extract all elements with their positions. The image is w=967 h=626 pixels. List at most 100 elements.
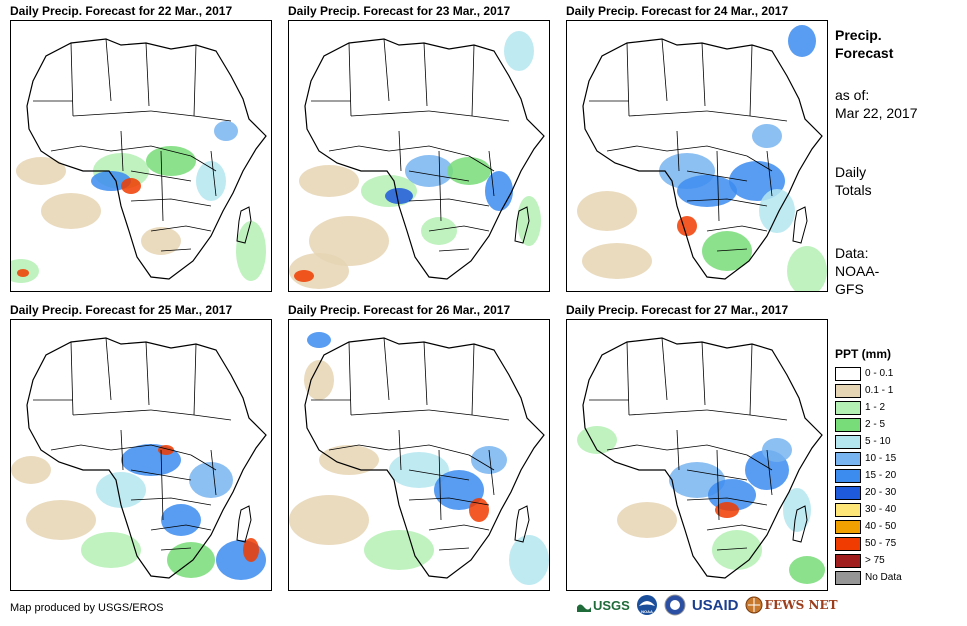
precip-area xyxy=(617,502,677,538)
legend-swatch xyxy=(835,451,861,466)
country-border xyxy=(408,170,470,182)
country-border xyxy=(428,524,490,531)
country-border xyxy=(716,547,748,551)
country-border xyxy=(388,145,470,157)
country-border xyxy=(190,454,217,471)
legend-item: 0 - 0.1 xyxy=(835,365,902,382)
legend-label: 0.1 - 1 xyxy=(865,385,894,396)
legend-item: 10 - 15 xyxy=(835,450,902,467)
country-border xyxy=(130,198,212,207)
country-border xyxy=(408,469,470,481)
precip-area xyxy=(677,216,697,236)
country-border xyxy=(145,42,150,107)
map-credit: Map produced by USGS/EROS xyxy=(10,602,164,614)
panel-title: Daily Precip. Forecast for 27 Mar., 2017 xyxy=(566,303,789,317)
precip-area xyxy=(577,426,617,454)
totals-line: Daily xyxy=(835,164,867,180)
legend-label: 30 - 40 xyxy=(865,504,897,515)
precip-area xyxy=(236,221,266,281)
legend-label: 1 - 2 xyxy=(865,402,886,413)
legend-title: PPT (mm) xyxy=(835,347,892,361)
precip-area xyxy=(389,452,449,488)
country-border xyxy=(210,449,217,496)
precip-map xyxy=(10,20,272,292)
precip-area xyxy=(385,188,413,204)
sidebar-title: Precip. Forecast xyxy=(835,26,955,62)
country-border xyxy=(676,429,680,471)
madagascar-outline xyxy=(514,505,530,543)
country-border xyxy=(72,409,152,416)
legend-label: No Data xyxy=(865,572,902,583)
precip-legend: PPT (mm) 0 - 0.1 0.1 - 1 1 - 2 2 - 5 5 - 10 1… xyxy=(835,347,902,586)
country-border xyxy=(70,42,74,117)
country-border xyxy=(193,115,232,122)
forecast-panel-6: Daily Precip. Forecast for 27 Mar., 2017 xyxy=(566,303,828,591)
precip-area xyxy=(788,25,816,57)
country-border xyxy=(423,341,428,406)
panel-title: Daily Precip. Forecast for 22 Mar., 2017 xyxy=(10,4,233,18)
country-border xyxy=(746,454,773,471)
country-border xyxy=(383,38,390,102)
country-border xyxy=(350,110,430,117)
country-border xyxy=(105,38,112,102)
country-border xyxy=(686,170,748,182)
as-of-date: Mar 22, 2017 xyxy=(835,105,918,121)
noaa-logo: NOAA xyxy=(636,594,658,616)
precip-area xyxy=(364,530,434,570)
country-border xyxy=(666,145,748,157)
usgs-logo: USGS xyxy=(577,598,630,613)
country-border xyxy=(438,150,442,222)
dhs-seal xyxy=(664,594,686,616)
precip-area xyxy=(789,556,825,584)
as-of-block: as of: Mar 22, 2017 xyxy=(835,86,955,122)
precip-map xyxy=(566,319,828,591)
country-border xyxy=(468,454,495,471)
precip-area xyxy=(121,178,141,194)
legend-label: 0 - 0.1 xyxy=(865,368,894,379)
legend-item: > 75 xyxy=(835,552,902,569)
legend-swatch xyxy=(835,434,861,449)
legend-label: 50 - 75 xyxy=(865,538,897,549)
country-border xyxy=(428,110,473,117)
legend-item: No Data xyxy=(835,569,902,586)
country-border xyxy=(160,547,192,551)
legend-swatch xyxy=(835,485,861,500)
svg-text:NOAA: NOAA xyxy=(641,609,653,614)
country-border xyxy=(398,429,402,471)
country-border xyxy=(428,409,473,416)
precip-fields xyxy=(11,121,266,283)
country-border xyxy=(210,150,217,197)
precip-area xyxy=(294,270,314,282)
country-border xyxy=(190,155,217,172)
country-border xyxy=(150,524,212,531)
country-border xyxy=(606,444,668,451)
country-border xyxy=(160,449,164,521)
country-border xyxy=(471,44,475,117)
totals-block: Daily Totals xyxy=(835,163,955,199)
panel-title: Daily Precip. Forecast for 23 Mar., 2017 xyxy=(288,4,511,18)
legend-swatch xyxy=(835,553,861,568)
legend-swatch xyxy=(835,383,861,398)
africa-coastline xyxy=(582,38,823,280)
precip-area xyxy=(196,161,226,201)
africa-map-svg xyxy=(289,332,549,585)
precip-area xyxy=(41,193,101,229)
sidebar-title-line: Forecast xyxy=(835,45,894,61)
forecast-panel-2: Daily Precip. Forecast for 23 Mar., 2017 xyxy=(288,4,550,292)
precip-map xyxy=(288,20,550,292)
precip-fields xyxy=(577,426,825,584)
madagascar-outline xyxy=(514,206,530,244)
africa-coastline xyxy=(582,337,823,579)
madagascar-outline xyxy=(236,206,252,244)
country-border xyxy=(468,155,495,172)
country-border xyxy=(130,469,192,481)
country-border xyxy=(716,449,720,521)
country-border xyxy=(150,409,195,416)
legend-item: 2 - 5 xyxy=(835,416,902,433)
legend-label: 40 - 50 xyxy=(865,521,897,532)
precip-area xyxy=(787,246,827,291)
precip-area xyxy=(702,231,752,271)
country-border xyxy=(488,150,495,197)
precip-area xyxy=(471,446,507,474)
precip-area xyxy=(307,332,331,348)
